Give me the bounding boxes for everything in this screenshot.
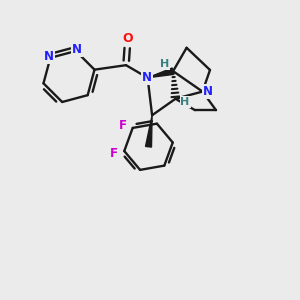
- Text: H: H: [181, 98, 190, 107]
- Text: F: F: [119, 119, 127, 132]
- Text: N: N: [44, 50, 54, 63]
- Text: N: N: [203, 85, 213, 98]
- Polygon shape: [146, 115, 152, 147]
- Text: N: N: [72, 43, 82, 56]
- Text: H: H: [160, 59, 169, 69]
- Text: N: N: [142, 71, 152, 84]
- Text: O: O: [122, 32, 133, 45]
- Text: F: F: [110, 147, 118, 160]
- Polygon shape: [148, 68, 174, 78]
